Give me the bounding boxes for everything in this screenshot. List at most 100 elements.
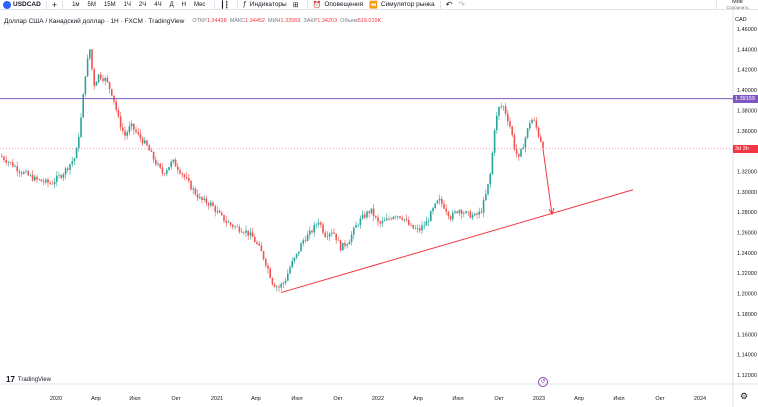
candle (474, 212, 476, 217)
candle (111, 88, 113, 97)
time-axis-label: Окт (655, 396, 665, 402)
price-axis-label: 1.32000 (737, 169, 757, 175)
chart-grid (0, 10, 758, 407)
legend-ohlc-item: ОТКР1.34428 (192, 18, 226, 24)
candle (163, 172, 166, 177)
trendline[interactable] (280, 189, 634, 294)
legend-ohlc-item: МАКС1.34452 (230, 18, 265, 24)
candle (460, 208, 463, 219)
candle (377, 214, 379, 226)
timeframe-button[interactable]: 4Ч (154, 1, 162, 8)
candle (45, 177, 47, 185)
tradingview-logo[interactable]: 17 TradingView (6, 375, 51, 384)
price-axis-label: 1.18000 (737, 312, 757, 318)
candle (478, 207, 480, 219)
price-axis[interactable]: 1.46000 1.44000 1.42000 1.40000 1.38000 1.360… (737, 27, 757, 379)
replay-button[interactable]: ⏪ Симулятор рынка (366, 0, 437, 9)
timeframe-button[interactable]: 1Ч (123, 1, 131, 8)
candle (421, 221, 423, 235)
candle (258, 240, 260, 247)
candle (361, 210, 364, 220)
alerts-button[interactable]: ⏰ Оповещения (310, 0, 367, 9)
candle (405, 214, 408, 223)
undo-button[interactable]: ↶ (443, 0, 456, 9)
redo-button[interactable]: ↷ (455, 0, 468, 9)
candle (18, 169, 21, 178)
go-to-date-icon[interactable]: ↺ (538, 377, 548, 387)
legend-ohlc-item: ЗАКР1.34203 (303, 18, 337, 24)
candle (432, 206, 434, 215)
candle (267, 262, 269, 274)
candle (34, 174, 36, 182)
timeframe-button[interactable]: 5М (87, 1, 96, 8)
time-axis-label: Июл (129, 396, 140, 402)
candle (20, 170, 23, 177)
candle (75, 146, 78, 159)
timeframe-button[interactable]: 2Ч (138, 1, 147, 8)
candle (427, 217, 430, 227)
candle (482, 196, 485, 218)
candle (227, 219, 230, 224)
candle (287, 269, 289, 282)
candle (207, 201, 210, 210)
candle (141, 136, 144, 146)
candle (471, 211, 474, 220)
top-toolbar: USDCAD + 1м 5М 15М 1Ч 2Ч 4Ч Д Н Мес ┃┇ ƒ Индикат… (0, 0, 758, 10)
indicators-button[interactable]: ƒ Индикаторы (240, 0, 290, 9)
candle (333, 228, 335, 235)
candle (58, 171, 60, 179)
candle (23, 170, 25, 175)
timeframe-button[interactable]: Д (169, 1, 174, 8)
timeframe-button[interactable]: 1м (72, 1, 80, 8)
candle (9, 161, 12, 165)
candle (447, 210, 450, 220)
candle (322, 222, 324, 235)
price-axis-label: 1.16000 (737, 332, 757, 338)
candle (157, 160, 159, 167)
candle (249, 228, 252, 240)
candle (225, 216, 227, 227)
candle (412, 224, 414, 230)
candle (542, 140, 544, 150)
candle (491, 151, 494, 175)
candle (388, 216, 390, 221)
candle (324, 230, 326, 239)
timeframe-group: 1м 5М 15М 1Ч 2Ч 4Ч Д Н Мес (65, 0, 212, 9)
chart-type-button[interactable]: ┃┇ (217, 0, 234, 9)
candle (436, 199, 439, 205)
candle (192, 185, 194, 195)
candle (82, 93, 84, 118)
symbol-search[interactable]: USDCAD (0, 0, 44, 9)
candle (430, 209, 432, 222)
currency-label[interactable]: CAD (735, 17, 747, 23)
candle (357, 223, 359, 228)
price-chart[interactable]: 1.46000 1.44000 1.42000 1.40000 1.38000 1.360… (0, 10, 758, 407)
legend-ohlc-item: МИН1.33569 (268, 18, 300, 24)
candle (280, 282, 282, 292)
candle (91, 49, 93, 71)
time-axis[interactable]: 2020 Апр Июл Окт 2021 Апр Июл Окт 2022 Апр Июл Окт 2… (50, 396, 706, 402)
candle (493, 128, 496, 156)
candle (414, 225, 417, 230)
candle (113, 95, 115, 105)
chart-settings-gear-icon[interactable]: ⚙ (740, 391, 749, 401)
timeframe-button[interactable]: Н (181, 1, 187, 8)
candle (311, 229, 313, 235)
candle (328, 232, 331, 242)
projection-arrow[interactable] (542, 149, 553, 215)
compare-button[interactable]: + (49, 0, 60, 9)
candle (507, 109, 509, 126)
toolbar-divider (306, 0, 308, 9)
timeframe-button[interactable]: Мес (194, 1, 206, 8)
candle (399, 215, 401, 219)
timeframe-button[interactable]: 15М (103, 1, 116, 8)
save-button[interactable]: Мое Сохранить (716, 0, 758, 9)
candle (313, 221, 315, 237)
candle (223, 214, 225, 223)
templates-button[interactable]: ⊞ (290, 0, 305, 9)
candle (177, 162, 179, 175)
candle (122, 122, 124, 135)
candle (238, 224, 241, 235)
toolbar-divider (439, 0, 441, 9)
time-axis-label: Окт (494, 396, 504, 402)
